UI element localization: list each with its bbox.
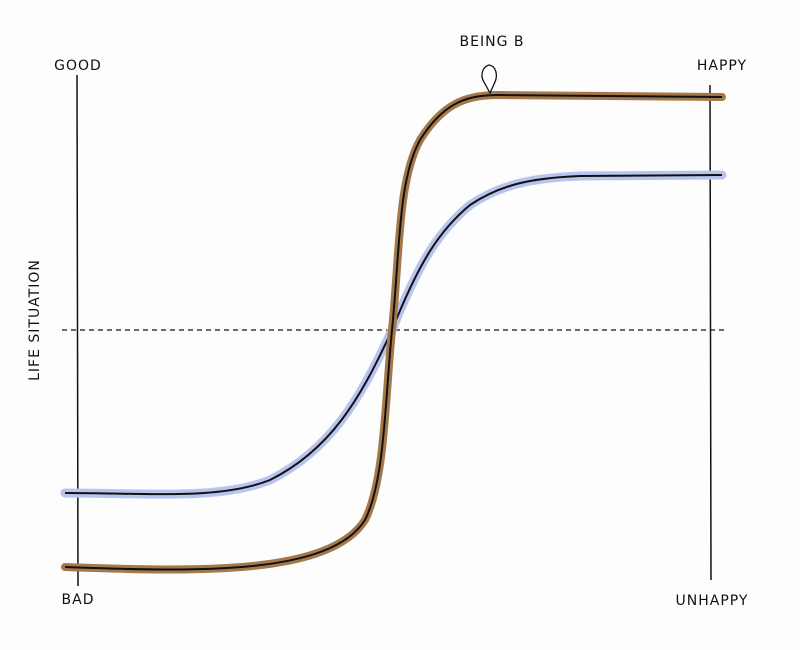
left-axis (76, 74, 79, 587)
label-good: GOOD (54, 58, 102, 74)
right-axis (709, 84, 712, 581)
label-unhappy: UNHAPPY (676, 593, 749, 609)
marker-pin (481, 64, 497, 95)
label-y-axis: LIFE SITUATION (27, 259, 43, 381)
label-bad: BAD (62, 592, 95, 608)
label-happy: HAPPY (697, 58, 747, 74)
label-marker: BEING B (460, 34, 525, 50)
blue-curve (64, 174, 723, 496)
brown-curve (64, 93, 723, 571)
